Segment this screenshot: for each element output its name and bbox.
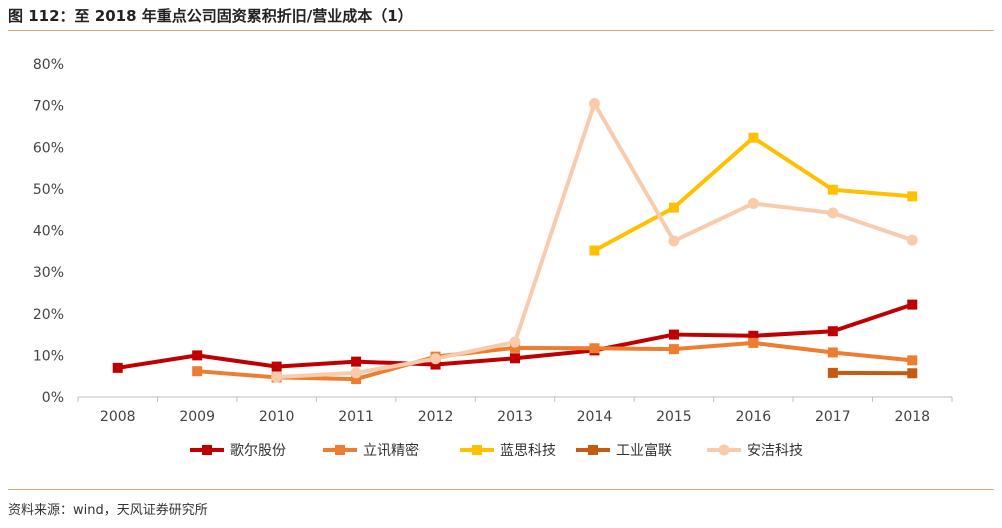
x-tick-label: 2017 <box>815 409 851 425</box>
data-point <box>748 132 759 143</box>
legend-marker <box>472 445 482 455</box>
data-point <box>509 336 521 348</box>
x-tick-label: 2010 <box>259 409 295 425</box>
y-tick-label: 60% <box>33 140 64 156</box>
data-point <box>748 337 759 348</box>
x-tick-label: 2015 <box>656 409 692 425</box>
data-point <box>589 343 600 354</box>
legend-label: 蓝思科技 <box>500 443 556 459</box>
y-tick-label: 20% <box>33 307 64 323</box>
y-axis-ticks: 0% 10% 20% 30% 40% 50% 60% 70% 80% <box>33 57 64 406</box>
legend: 歌尔股份 立讯精密 蓝思科技 工业富联 安洁科技 <box>190 442 803 459</box>
data-point <box>668 235 680 247</box>
data-point <box>588 98 600 110</box>
x-tick-label: 2009 <box>179 409 215 425</box>
line-chart: 0%10%20%30%40%50%60%70%80% 2008 2009 2010 2… <box>33 57 953 459</box>
data-point <box>668 329 679 340</box>
data-point <box>351 374 362 385</box>
data-point <box>589 245 600 256</box>
y-tick-label: 0% <box>42 390 64 406</box>
data-point <box>827 326 838 337</box>
data-point <box>430 353 442 365</box>
x-tick-label: 2011 <box>338 409 374 425</box>
data-point <box>350 367 362 379</box>
legend-marker <box>335 445 345 455</box>
y-tick-label: 80% <box>33 57 64 73</box>
series-line-1 <box>195 340 915 382</box>
data-point <box>827 207 839 219</box>
data-point <box>668 344 679 355</box>
series-line-2 <box>592 135 915 253</box>
y-tick-label: 30% <box>33 265 64 281</box>
y-tick-label: 70% <box>33 99 64 115</box>
data-point <box>112 362 123 373</box>
data-point <box>271 361 282 372</box>
data-point <box>192 350 203 361</box>
data-point <box>271 371 283 383</box>
series-markers <box>112 98 918 385</box>
y-tick-label: 10% <box>33 348 64 364</box>
chart-title: 图 112：至 2018 年重点公司固资累积折旧/营业成本（1） <box>8 7 413 25</box>
source-note: 资料来源：wind，天风证券研究所 <box>8 503 208 518</box>
legend-label: 立讯精密 <box>363 442 419 459</box>
legend-marker <box>718 444 730 456</box>
data-point <box>907 355 918 366</box>
legend-label: 歌尔股份 <box>230 443 286 459</box>
y-tick-label: 40% <box>33 224 64 240</box>
data-point <box>906 234 918 246</box>
data-point <box>510 353 520 364</box>
data-point <box>192 366 203 377</box>
data-point <box>827 347 838 358</box>
x-tick-label: 2012 <box>418 409 454 425</box>
data-point <box>827 367 838 378</box>
data-point <box>748 330 759 341</box>
legend-marker <box>588 445 598 455</box>
x-axis-ticks: 2008 2009 2010 2011 2012 2013 2014 2015 2016 2017… <box>77 397 953 425</box>
series-line-4 <box>274 101 915 380</box>
data-point <box>510 342 520 353</box>
top-divider <box>8 30 994 31</box>
data-point <box>907 368 918 379</box>
x-tick-label: 2008 <box>100 409 136 425</box>
data-point <box>827 184 838 195</box>
x-tick-label: 2013 <box>497 409 533 425</box>
x-tick-label: 2018 <box>894 409 930 425</box>
data-point <box>351 356 362 367</box>
legend-marker <box>202 445 212 455</box>
x-tick-label: 2016 <box>736 409 772 425</box>
data-point <box>430 359 441 370</box>
legend-label: 安洁科技 <box>747 443 803 459</box>
data-point <box>747 197 759 209</box>
bottom-divider <box>8 489 994 490</box>
y-tick-label: 50% <box>33 182 64 198</box>
data-point <box>907 191 918 202</box>
legend-label: 工业富联 <box>616 442 672 459</box>
data-point <box>668 202 679 213</box>
x-tick-label: 2014 <box>577 409 613 425</box>
data-point <box>907 299 918 310</box>
